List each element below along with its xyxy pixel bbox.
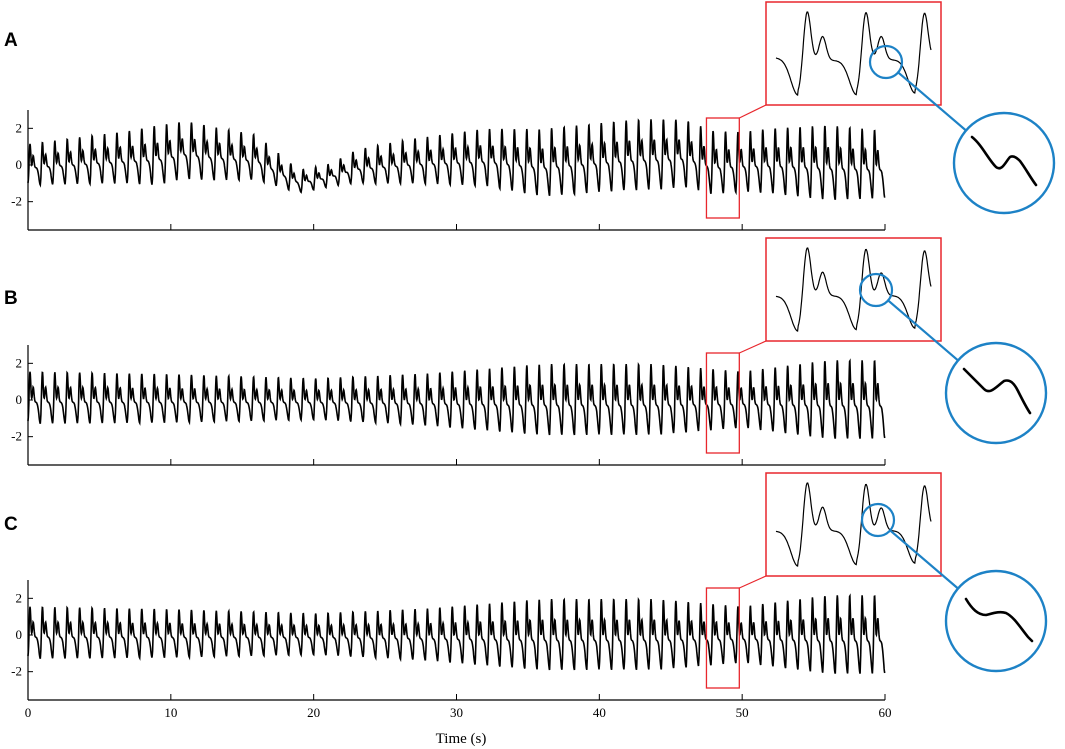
zoom-connector <box>739 104 767 119</box>
panel-label-a: A <box>4 30 18 51</box>
x-tick-label: 40 <box>593 705 606 720</box>
zoom-trace <box>775 11 932 96</box>
notch-detail-trace <box>970 135 1038 187</box>
notch-marker-circle <box>868 44 904 80</box>
notch-detail-trace <box>962 367 1032 415</box>
y-tick-label: 2 <box>16 590 23 605</box>
notch-detail-trace <box>964 597 1034 643</box>
y-tick-label: 0 <box>16 157 23 172</box>
signal-trace <box>27 358 886 439</box>
x-tick-label: 60 <box>879 705 892 720</box>
panel-a: A 2 0 -2 <box>4 1 1056 231</box>
x-axis-title: Time (s) <box>436 731 487 747</box>
y-tick-label: 2 <box>16 120 23 135</box>
x-tick-label: 30 <box>450 705 463 720</box>
notch-marker-circle <box>860 502 896 538</box>
plot-a: 2 0 -2 <box>11 1 1056 231</box>
magnifier-circle <box>944 341 1048 445</box>
x-tick-label: 50 <box>736 705 749 720</box>
y-tick-label: 0 <box>16 627 23 642</box>
magnifier-connector <box>897 71 967 132</box>
panel-b: B 2 0 -2 <box>4 237 1048 466</box>
x-tick-label: 10 <box>164 705 177 720</box>
panel-label-b: B <box>4 288 18 309</box>
panel-c: C 20-20 10 20 30 40 50 60 <box>4 472 1048 720</box>
y-tick-label: -2 <box>11 194 22 209</box>
zoom-connector <box>739 340 767 354</box>
y-tick-label: 2 <box>16 355 23 370</box>
magnifier-connector <box>887 299 959 362</box>
highlight-window <box>705 352 740 454</box>
y-tick-label: -2 <box>11 664 22 679</box>
x-tick-label: 0 <box>25 705 32 720</box>
panel-label-c: C <box>4 514 18 535</box>
plot-c: 20-20 10 20 30 40 50 60 <box>11 472 1048 720</box>
signal-trace <box>27 118 886 201</box>
zoom-trace <box>775 247 932 332</box>
zoom-inset <box>765 1 942 106</box>
magnifier-connector <box>889 529 959 590</box>
x-tick-label: 20 <box>307 705 320 720</box>
zoom-connector <box>739 575 767 589</box>
highlight-window <box>705 587 740 689</box>
magnifier-circle <box>944 569 1048 673</box>
plot-b: 2 0 -2 <box>11 237 1048 466</box>
signal-trace <box>27 593 886 674</box>
highlight-window <box>705 117 740 219</box>
y-tick-label: 0 <box>16 392 23 407</box>
y-tick-label: -2 <box>11 429 22 444</box>
notch-marker-circle <box>858 272 894 308</box>
